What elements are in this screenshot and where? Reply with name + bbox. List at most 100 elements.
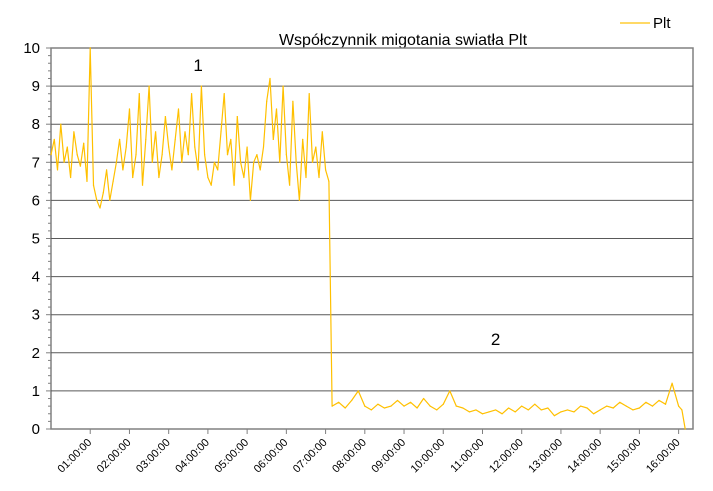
data-point xyxy=(105,169,108,171)
data-point xyxy=(612,407,614,409)
data-point xyxy=(311,161,314,163)
data-point xyxy=(547,407,549,409)
x-tick-label: 03:00:00 xyxy=(134,437,173,476)
grid-lines xyxy=(50,47,694,430)
x-tick-label: 14:00:00 xyxy=(566,437,605,476)
data-point xyxy=(671,382,673,384)
data-point xyxy=(269,77,271,80)
data-point xyxy=(83,142,85,144)
data-point xyxy=(338,401,340,403)
data-point xyxy=(305,176,307,179)
data-point xyxy=(76,154,78,156)
data-point xyxy=(181,161,183,163)
axes: 0 1 2 3 4 5 6 7 8 9 10 01:00:00 02:00:00 03:00:00 04:0… xyxy=(23,40,682,475)
data-point xyxy=(177,108,180,110)
data-point xyxy=(70,176,72,179)
x-tick-label: 15:00:00 xyxy=(605,437,644,476)
data-point xyxy=(60,123,62,125)
data-point xyxy=(527,409,529,411)
x-tick-label: 08:00:00 xyxy=(330,437,369,476)
data-point xyxy=(246,146,248,148)
data-point xyxy=(161,154,163,156)
data-point xyxy=(514,411,516,413)
data-point xyxy=(331,405,333,407)
data-point xyxy=(96,199,98,201)
data-point xyxy=(396,399,399,402)
data-point xyxy=(553,415,556,417)
data-point xyxy=(92,184,95,186)
data-point xyxy=(249,199,251,201)
data-point xyxy=(534,403,536,405)
data-point xyxy=(272,138,274,141)
data-point xyxy=(540,409,542,411)
x-tick-label: 10:00:00 xyxy=(409,437,448,476)
y-tick-label: 5 xyxy=(32,231,40,248)
data-point xyxy=(119,138,121,141)
y-tick-label: 9 xyxy=(32,78,40,95)
data-point xyxy=(462,407,464,409)
data-point xyxy=(508,407,510,409)
data-point xyxy=(217,169,219,171)
data-point xyxy=(390,405,392,407)
data-point xyxy=(236,115,238,118)
data-point xyxy=(351,399,353,402)
series-plt xyxy=(50,47,686,430)
x-tick-label: 06:00:00 xyxy=(252,437,291,476)
data-point xyxy=(135,154,137,156)
data-point xyxy=(138,93,140,95)
data-point xyxy=(494,409,497,411)
data-point xyxy=(383,407,386,409)
data-point xyxy=(645,401,647,403)
data-point xyxy=(599,409,601,411)
data-point xyxy=(357,390,359,392)
data-point xyxy=(86,180,88,182)
y-tick-label: 10 xyxy=(23,40,40,57)
data-point xyxy=(449,390,451,392)
data-point xyxy=(436,409,438,411)
data-point xyxy=(573,411,575,413)
data-point xyxy=(606,405,608,407)
data-point xyxy=(184,131,186,133)
data-point xyxy=(200,85,202,87)
data-point xyxy=(194,146,196,148)
data-point xyxy=(128,108,131,110)
data-point xyxy=(593,413,595,415)
x-tick-label: 01:00:00 xyxy=(56,437,95,476)
data-point xyxy=(403,405,405,407)
x-tick-label: 07:00:00 xyxy=(291,437,330,476)
data-point xyxy=(586,407,588,409)
x-tick-label: 12:00:00 xyxy=(487,437,526,476)
y-tick-label: 7 xyxy=(32,154,40,171)
y-tick-label: 4 xyxy=(32,269,40,286)
data-point xyxy=(266,100,268,102)
data-point xyxy=(364,405,366,407)
data-point xyxy=(220,131,222,133)
data-point xyxy=(141,184,144,186)
data-point xyxy=(125,146,127,148)
data-point xyxy=(475,409,477,411)
data-point xyxy=(370,409,372,411)
data-point xyxy=(89,47,91,49)
data-point xyxy=(164,115,167,118)
data-point xyxy=(638,407,640,409)
data-point xyxy=(292,100,294,102)
data-point xyxy=(223,93,225,95)
data-point xyxy=(155,131,157,133)
annotation-2: 2 xyxy=(491,330,500,349)
data-point xyxy=(56,169,59,171)
data-point xyxy=(197,169,199,171)
x-tick-label: 05:00:00 xyxy=(212,437,251,476)
data-point xyxy=(566,409,569,411)
data-point xyxy=(651,405,654,407)
data-point xyxy=(148,85,150,87)
x-tick-label: 16:00:00 xyxy=(644,437,683,476)
data-point xyxy=(321,131,323,133)
data-point xyxy=(151,161,153,163)
data-point xyxy=(318,176,320,179)
data-point xyxy=(99,207,101,209)
x-tick-label: 13:00:00 xyxy=(526,437,565,476)
data-point xyxy=(681,409,683,411)
data-point xyxy=(275,108,278,110)
data-point xyxy=(168,146,170,148)
